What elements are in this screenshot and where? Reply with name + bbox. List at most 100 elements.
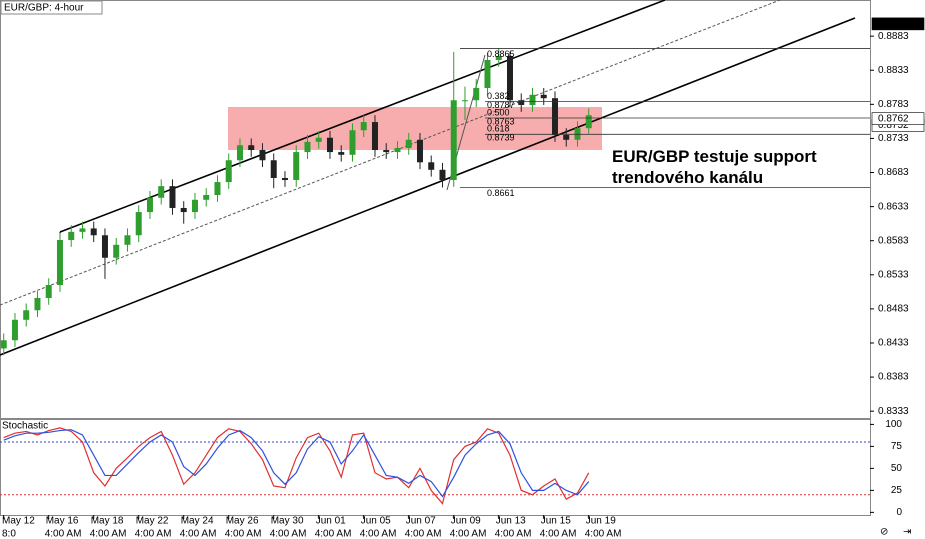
price-marker-box <box>871 112 925 125</box>
indicator-line <box>3 429 590 498</box>
candle-body <box>349 130 356 155</box>
price-marker-label: 0.8762 <box>878 113 909 124</box>
candle-body <box>146 197 153 213</box>
indicator-y-tick-label: 25 <box>891 485 903 496</box>
candle-body <box>180 207 187 213</box>
y-tick-label: 0.8333 <box>878 406 909 417</box>
candle-body <box>484 60 491 88</box>
candle-body <box>56 240 63 286</box>
candle-body <box>315 137 322 142</box>
y-tick-label: 0.8533 <box>878 269 909 280</box>
candle-body <box>281 177 288 181</box>
candle-body <box>529 94 536 106</box>
x-tick-label: May 16 <box>46 516 79 527</box>
x-tick-time: 4:00 AM <box>585 529 622 539</box>
price-marker-label: 0.8901 <box>878 19 909 30</box>
y-tick-label: 0.8633 <box>878 201 909 212</box>
x-tick-label: May 12 <box>2 516 35 527</box>
annotation: EUR/GBP testuje support <box>612 147 817 166</box>
candle-body <box>45 285 52 298</box>
scroll-icon[interactable]: ⇥ <box>903 527 911 538</box>
resistance-zone <box>228 107 602 150</box>
x-tick-time: 4:00 AM <box>540 529 577 539</box>
x-tick-time: 4:00 AM <box>225 529 262 539</box>
fib-price: 0.8739 <box>487 133 515 143</box>
indicator-panel-frame <box>0 419 871 516</box>
fib-price: 0.8763 <box>487 116 515 126</box>
candle-body <box>259 150 266 161</box>
candle-body <box>416 139 423 163</box>
candle-body <box>113 244 120 258</box>
candle-body <box>203 195 210 200</box>
x-tick-time: 4:00 AM <box>270 529 307 539</box>
candle-body <box>68 231 75 241</box>
candle-body <box>225 160 232 183</box>
indicator-y-tick-label: 100 <box>885 419 902 430</box>
x-tick-time: 4:00 AM <box>315 529 352 539</box>
x-tick-label: May 24 <box>181 516 214 527</box>
indicator-y-tick-label: 0 <box>896 507 902 518</box>
candle-body <box>34 297 41 311</box>
candle-body <box>293 152 300 181</box>
fib-ratio: 0.618 <box>487 124 510 134</box>
price-marker-label: 0.8752 <box>878 120 909 131</box>
x-tick-label: Jun 13 <box>496 516 526 527</box>
x-tick-label: Jun 19 <box>586 516 616 527</box>
candle-body <box>191 199 198 213</box>
x-tick-time: 8:0 <box>2 529 16 539</box>
x-tick-label: Jun 07 <box>406 516 436 527</box>
indicator-y-tick-label: 50 <box>891 463 903 474</box>
candle-body <box>585 115 592 129</box>
candle-body <box>371 122 378 151</box>
y-tick-label: 0.8483 <box>878 304 909 315</box>
x-tick-time: 4:00 AM <box>180 529 217 539</box>
x-tick-label: May 30 <box>271 516 304 527</box>
candle-body <box>304 141 311 153</box>
x-tick-label: Jun 05 <box>361 516 391 527</box>
x-tick-time: 4:00 AM <box>90 529 127 539</box>
x-tick-time: 4:00 AM <box>135 529 172 539</box>
fib-price: 0.8661 <box>487 188 515 198</box>
candle-body <box>439 169 446 181</box>
overlay <box>0 0 856 356</box>
candle-body <box>90 228 97 236</box>
candle-body <box>518 100 525 106</box>
candle-body <box>360 122 367 131</box>
candle-body <box>551 98 558 136</box>
channel-middle <box>0 0 781 306</box>
candle-body <box>79 228 86 232</box>
y-tick-label: 0.8433 <box>878 338 909 349</box>
indicator-title-box <box>1 420 45 431</box>
y-tick-label: 0.8833 <box>878 65 909 76</box>
y-tick-label: 0.8683 <box>878 167 909 178</box>
candle-body <box>124 235 131 245</box>
fib-ratio: 0.500 <box>487 107 510 117</box>
candle-body <box>338 152 345 155</box>
indicator-title: Stochastic <box>2 421 48 432</box>
x-tick-time: 4:00 AM <box>360 529 397 539</box>
candle-body <box>506 55 513 101</box>
fib-price: 0.8787 <box>487 100 515 110</box>
x-tick-label: Jun 01 <box>316 516 346 527</box>
candles <box>0 48 592 356</box>
fib-price: 0.8865 <box>487 49 515 59</box>
x-tick-label: May 18 <box>91 516 124 527</box>
x-tick-time: 4:00 AM <box>450 529 487 539</box>
candle-body <box>236 145 243 161</box>
y-tick-label: 0.8583 <box>878 235 909 246</box>
y-tick-label: 0.8883 <box>878 31 909 42</box>
sync-icon[interactable]: ⊘ <box>880 527 888 538</box>
candle-body <box>0 340 7 349</box>
candle-body <box>101 235 108 258</box>
fib-ratio: 0.382 <box>487 91 510 101</box>
x-tick-label: May 22 <box>136 516 169 527</box>
candle-body <box>405 139 412 148</box>
candle-body <box>428 162 435 170</box>
candle-body <box>169 186 176 208</box>
title-box <box>0 0 103 15</box>
candle-body <box>495 55 502 61</box>
candle-body <box>11 319 18 341</box>
x-tick-time: 4:00 AM <box>495 529 532 539</box>
